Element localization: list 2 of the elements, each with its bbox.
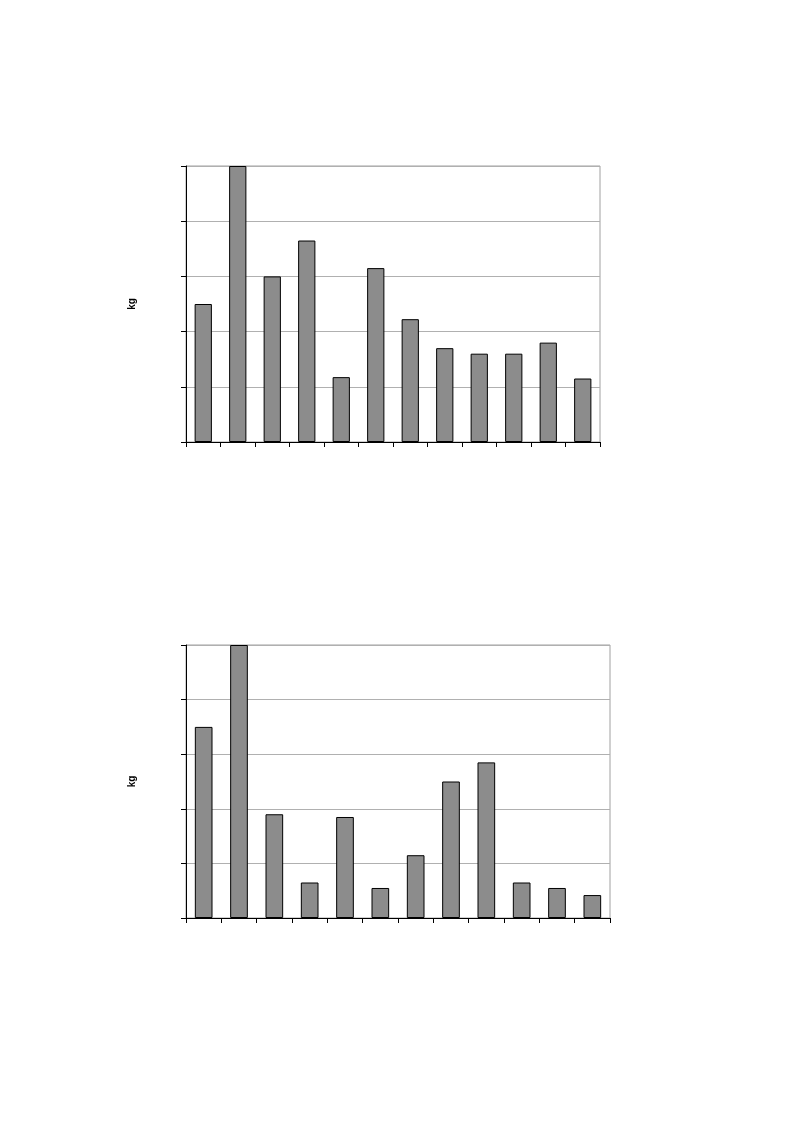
y-axis-title: kg xyxy=(125,775,137,788)
y-axis-title: kg xyxy=(125,298,137,310)
